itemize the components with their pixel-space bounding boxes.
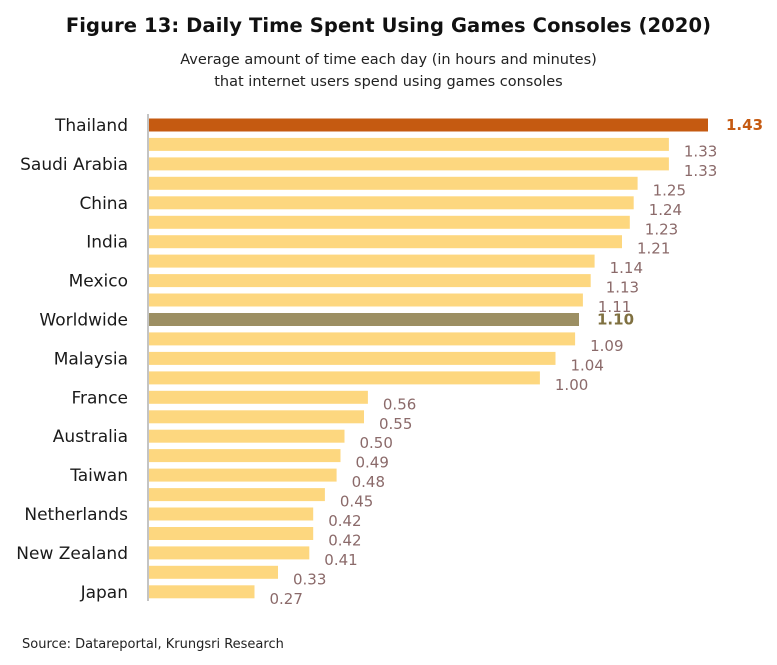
data-label: 0.42 (328, 512, 361, 530)
bar-australia (149, 429, 345, 443)
bar-23 (149, 565, 278, 579)
bar-17 (149, 449, 341, 463)
bar-saudi-arabia (149, 157, 669, 171)
bar-7 (149, 254, 595, 268)
bar-21 (149, 527, 314, 540)
data-label: 1.04 (571, 356, 604, 374)
category-label: Netherlands (24, 505, 128, 525)
bar-new-zealand (149, 546, 310, 560)
data-label: 1.10 (597, 311, 634, 329)
category-label: Japan (80, 583, 128, 603)
bar-thailand (149, 118, 708, 132)
category-label: Taiwan (69, 466, 128, 486)
data-label: 0.41 (324, 551, 357, 569)
bar-19 (149, 488, 325, 502)
data-label: 1.00 (555, 376, 588, 394)
category-label: Saudi Arabia (20, 155, 128, 175)
bar-taiwan (149, 468, 337, 482)
category-label: Thailand (54, 116, 128, 136)
data-label: 1.24 (649, 201, 682, 219)
data-label: 0.27 (270, 590, 303, 608)
bar-netherlands (149, 507, 314, 521)
category-label: Australia (53, 427, 128, 447)
data-label: 0.48 (352, 473, 385, 491)
data-label: 1.23 (645, 220, 678, 238)
category-label: India (86, 233, 128, 253)
data-label: 0.45 (340, 493, 373, 511)
data-label: 1.33 (684, 142, 717, 160)
data-label: 0.42 (328, 532, 361, 550)
bar-mexico (149, 274, 591, 288)
chart-title: Figure 13: Daily Time Spent Using Games … (65, 14, 712, 37)
data-label: 1.14 (610, 259, 643, 277)
data-label: 1.43 (726, 116, 763, 134)
bar-china (149, 196, 634, 210)
bar-15 (149, 410, 364, 424)
bar-13 (149, 371, 540, 385)
bar-japan (149, 585, 255, 599)
category-label: Mexico (69, 272, 128, 292)
data-label: 0.50 (360, 434, 393, 452)
data-label: 1.33 (684, 162, 717, 180)
bar-worldwide (149, 313, 579, 326)
chart-subtitle-line-1: Average amount of time each day (in hour… (180, 52, 597, 68)
bar-1 (149, 137, 669, 151)
data-label: 0.33 (293, 570, 326, 588)
data-label: 1.21 (637, 240, 670, 258)
category-label: Malaysia (54, 349, 128, 369)
data-label: 0.49 (356, 454, 389, 472)
source-note: Source: Datareportal, Krungsri Research (22, 637, 284, 652)
category-label: New Zealand (16, 544, 128, 564)
bar-11 (149, 332, 576, 346)
bar-9 (149, 293, 583, 307)
chart-subtitle-line-2: that internet users spend using games co… (214, 74, 563, 90)
category-label: China (79, 194, 128, 214)
bar-malaysia (149, 351, 556, 365)
data-label: 1.11 (598, 298, 631, 316)
bar-3 (149, 176, 638, 190)
data-label: 0.56 (383, 395, 416, 413)
data-label: 0.55 (379, 415, 412, 433)
data-label: 1.25 (653, 181, 686, 199)
bar-france (149, 390, 368, 404)
bar-5 (149, 215, 630, 229)
data-label: 1.13 (606, 279, 639, 297)
bar-india (149, 235, 622, 249)
data-label: 1.09 (590, 337, 623, 355)
category-label: France (71, 388, 128, 408)
category-label: Worldwide (39, 311, 128, 331)
